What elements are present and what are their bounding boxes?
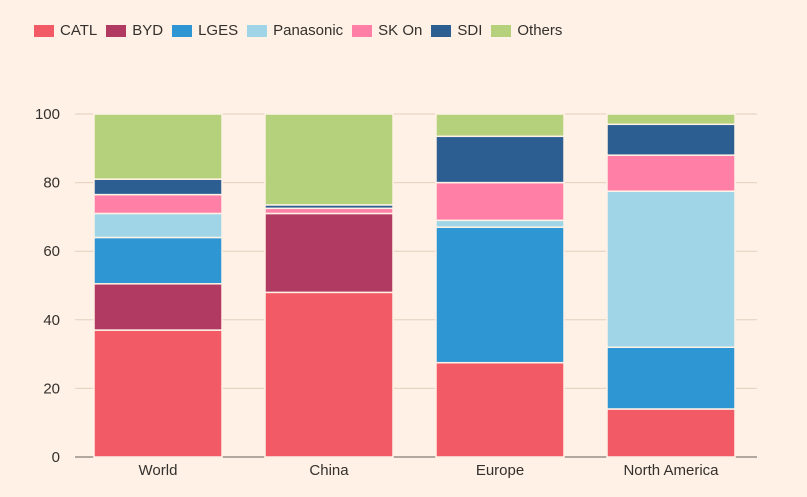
- legend-item-sdi: SDI: [431, 22, 482, 39]
- bar-china-others: [264, 113, 394, 206]
- legend-item-catl: CATL: [34, 22, 97, 39]
- bar-europe-catl: [435, 361, 565, 458]
- x-tick-label-europe: Europe: [476, 462, 524, 479]
- legend-swatch-sdi: [431, 24, 452, 37]
- legend-label-catl: CATL: [60, 22, 98, 39]
- legend-swatch-lges: [172, 24, 193, 37]
- bar-north-america-others: [606, 113, 736, 126]
- y-tick-label: 40: [43, 312, 60, 329]
- x-tick-label-china: China: [309, 462, 349, 479]
- bar-world-panasonic: [93, 212, 223, 239]
- bar-china-catl: [264, 291, 394, 458]
- legend-label-sk-on: SK On: [378, 22, 423, 39]
- legend-swatch-panasonic: [247, 24, 268, 37]
- x-tick-label-world: World: [139, 462, 178, 479]
- bar-north-america-panasonic: [606, 190, 736, 348]
- legend-item-others: Others: [491, 22, 562, 39]
- legend-label-lges: LGES: [198, 22, 239, 39]
- x-tick-label-north-america: North America: [623, 462, 719, 479]
- bar-world-others: [93, 113, 223, 180]
- y-tick-label: 100: [35, 106, 60, 123]
- legend-label-byd: BYD: [132, 22, 164, 39]
- bar-china-sk-on: [264, 207, 394, 215]
- legend-item-sk-on: SK On: [352, 22, 422, 39]
- bar-world-sdi: [93, 178, 223, 196]
- bar-world-lges: [93, 236, 223, 285]
- legend-label-others: Others: [517, 22, 563, 39]
- bar-north-america-sk-on: [606, 154, 736, 192]
- legend-label-sdi: SDI: [457, 22, 483, 39]
- bar-north-america-sdi: [606, 123, 736, 156]
- bar-world-sk-on: [93, 193, 223, 215]
- bar-world-byd: [93, 283, 223, 331]
- bar-europe-others: [435, 113, 565, 138]
- y-tick-label: 60: [43, 243, 60, 260]
- bar-europe-lges: [435, 226, 565, 364]
- y-tick-label: 80: [43, 175, 60, 192]
- legend-swatch-catl: [34, 24, 54, 37]
- legend-swatch-sk-on: [352, 24, 373, 37]
- legend-item-panasonic: Panasonic: [247, 22, 343, 39]
- bar-china-byd: [264, 212, 394, 294]
- legend-label-panasonic: Panasonic: [273, 22, 344, 39]
- legend-item-lges: LGES: [172, 22, 238, 39]
- bar-europe-panasonic: [435, 219, 565, 228]
- y-tick-label: 20: [43, 380, 60, 397]
- bar-north-america-catl: [606, 408, 736, 458]
- legend-swatch-others: [491, 24, 512, 37]
- bar-europe-sdi: [435, 135, 565, 184]
- legend-item-byd: BYD: [106, 22, 163, 39]
- bar-world-catl: [93, 329, 223, 458]
- y-tick-label: 0: [52, 449, 60, 466]
- chart-legend: CATL BYD LGES Panasonic SK On SDI Others: [34, 22, 571, 39]
- bar-north-america-lges: [606, 346, 736, 410]
- legend-swatch-byd: [106, 24, 127, 37]
- bar-europe-sk-on: [435, 181, 565, 222]
